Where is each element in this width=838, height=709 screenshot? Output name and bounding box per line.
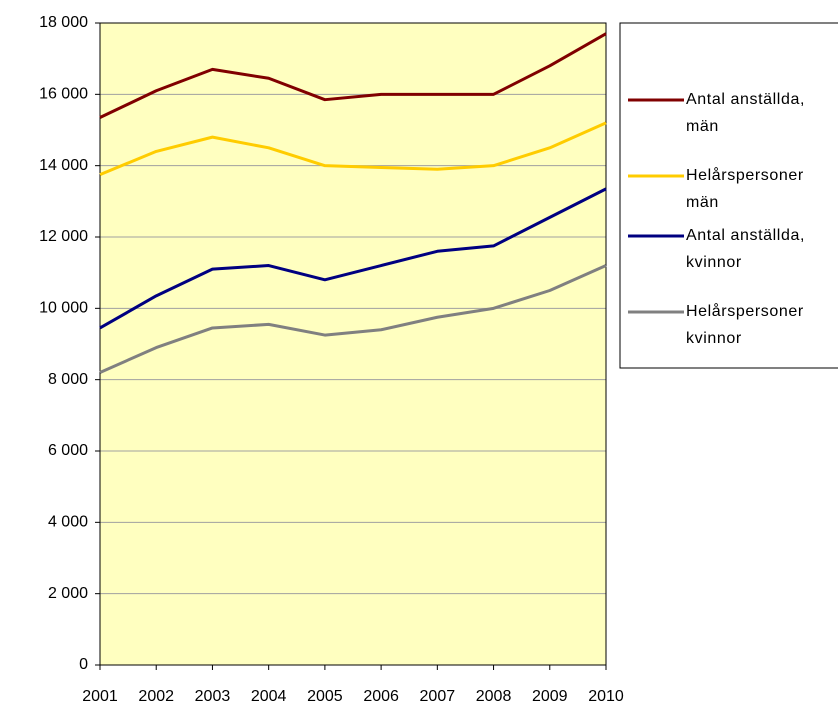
legend-label: Helårspersoner män <box>686 167 804 211</box>
series-line <box>99 121 607 176</box>
y-tick-label: 14 000 <box>39 157 88 174</box>
x-tick-label: 2004 <box>251 688 287 705</box>
series-line <box>99 264 607 374</box>
series-line <box>99 32 607 119</box>
y-tick-label: 16 000 <box>39 86 88 103</box>
legend-label: Antal anställda, män <box>686 91 806 135</box>
x-tick-label: 2009 <box>532 688 568 705</box>
x-tick-label: 2008 <box>476 688 512 705</box>
x-tick-label: 2005 <box>307 688 343 705</box>
y-tick-label: 4 000 <box>48 514 88 531</box>
x-tick-label: 2007 <box>420 688 456 705</box>
x-tick-label: 2010 <box>588 688 624 705</box>
y-tick-label: 0 <box>79 656 88 673</box>
y-tick-label: 18 000 <box>39 14 88 31</box>
x-tick-label: 2002 <box>138 688 174 705</box>
plot-border <box>99 22 607 666</box>
legend-label: Helårspersoner kvinnor <box>686 303 804 347</box>
plot-area <box>100 23 606 665</box>
y-tick-label: 6 000 <box>48 442 88 459</box>
y-tick-label: 12 000 <box>39 228 88 245</box>
legend-label: Antal anställda, kvinnor <box>686 227 806 271</box>
x-tick-label: 2001 <box>82 688 118 705</box>
series-line <box>99 187 607 330</box>
x-tick-label: 2006 <box>363 688 399 705</box>
y-tick-label: 8 000 <box>48 371 88 388</box>
x-tick-label: 2003 <box>195 688 231 705</box>
y-tick-label: 2 000 <box>48 585 88 602</box>
y-tick-label: 10 000 <box>39 300 88 317</box>
